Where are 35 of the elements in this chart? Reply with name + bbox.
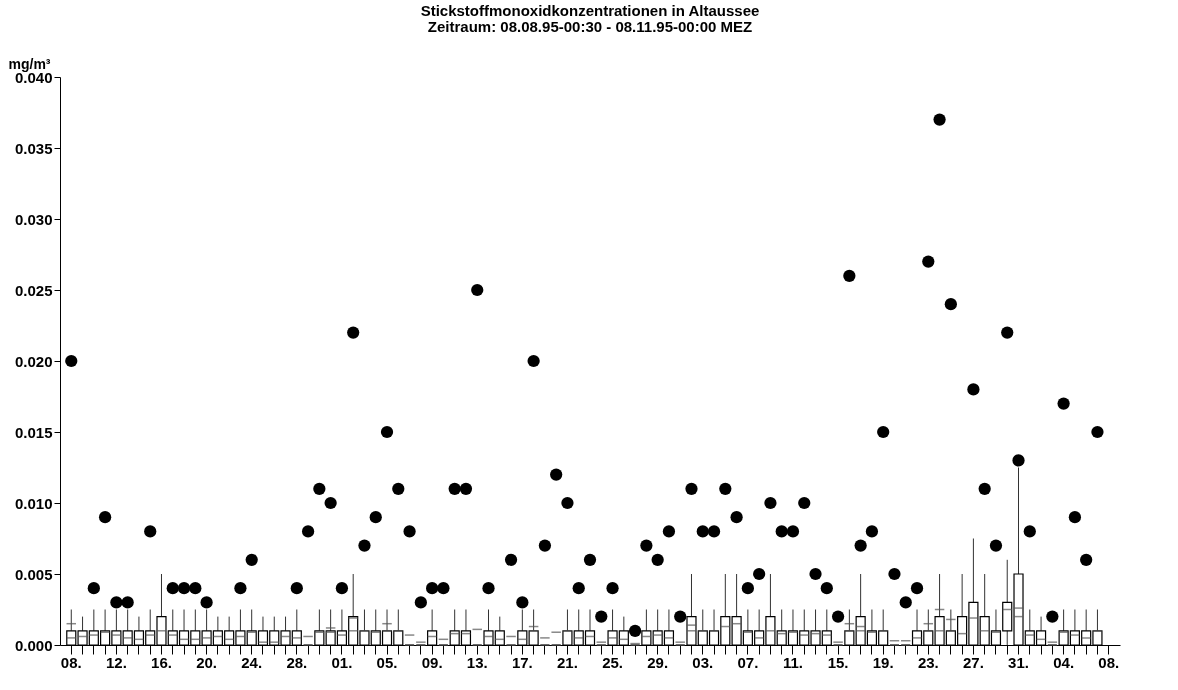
y-axis-title: mg/m³: [8, 55, 51, 72]
x-tick-label: 19.: [872, 653, 894, 671]
x-tick-label: 27.: [962, 653, 984, 671]
x-tick-label: 31.: [1008, 653, 1029, 671]
x-tick-label: 24.: [241, 653, 263, 671]
chart-subtitle: Zeitraum: 08.08.95-00:30 - 08.11.95-00:00 MEZ: [427, 18, 753, 35]
x-tick-label: 12.: [105, 653, 127, 671]
x-tick-label: 28.: [286, 653, 308, 671]
x-tick-label: 13.: [466, 653, 488, 671]
x-tick-label: 04.: [1053, 653, 1075, 671]
x-tick-label: 11.: [782, 653, 803, 671]
x-tick-label: 25.: [602, 653, 623, 671]
x-tick-label: 03.: [692, 653, 714, 671]
x-tick-label: 08.: [60, 653, 82, 671]
x-tick-label: 17.: [511, 653, 533, 671]
x-tick-label: 21.: [557, 653, 578, 671]
chart-title: Stickstoffmonoxidkonzentrationen in Altaussee: [420, 2, 760, 19]
y-tick-label: 0.020: [14, 352, 53, 370]
x-tick-label: 01.: [331, 653, 353, 671]
x-tick-label: 20.: [196, 653, 218, 671]
y-tick-label: 0.035: [14, 139, 53, 157]
x-tick-label: 16.: [151, 653, 172, 671]
x-tick-label: 09.: [421, 653, 443, 671]
y-tick-label: 0.000: [14, 636, 53, 654]
x-tick-label: 23.: [917, 653, 939, 671]
y-tick-label: 0.025: [14, 281, 53, 299]
y-tick-label: 0.015: [14, 423, 53, 441]
x-tick-label: 29.: [647, 653, 669, 671]
x-tick-label: 15.: [827, 653, 849, 671]
y-tick-label: 0.010: [14, 494, 53, 512]
y-tick-label: 0.030: [14, 210, 53, 228]
x-tick-label: 08.: [1098, 653, 1120, 671]
x-tick-label: 05.: [376, 653, 398, 671]
y-tick-label: 0.005: [14, 565, 53, 583]
x-tick-label: 07.: [737, 653, 759, 671]
